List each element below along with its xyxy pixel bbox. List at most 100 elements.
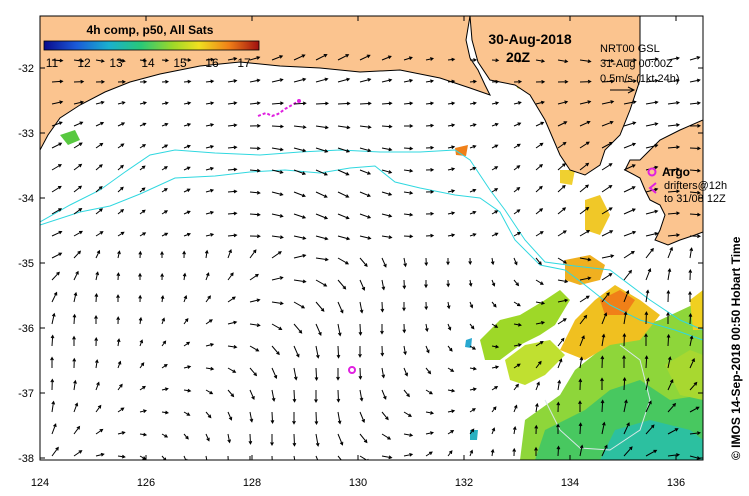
current-arrow (183, 341, 191, 347)
current-arrow (359, 169, 372, 175)
current-arrow (667, 56, 680, 61)
current-arrow (469, 58, 478, 62)
current-arrow (227, 233, 238, 238)
drifters-to-label: to 31/08 12Z (664, 193, 726, 205)
current-arrow (513, 257, 518, 266)
current-arrow (645, 449, 658, 457)
current-arrow (513, 209, 521, 215)
lon-label-124: 124 (31, 477, 49, 489)
current-arrow (161, 232, 169, 237)
current-arrow (358, 323, 363, 336)
current-arrow (403, 168, 414, 173)
current-arrow (447, 367, 455, 372)
current-arrow (249, 56, 261, 61)
current-arrow (271, 455, 273, 460)
current-arrow (469, 188, 477, 193)
current-arrow (271, 276, 284, 281)
current-arrow (623, 142, 637, 149)
imos-credit: © IMOS 14-Sep-2018 00:50 Hobart Time (729, 236, 743, 460)
current-arrow (645, 209, 659, 215)
current-arrow (249, 345, 260, 352)
current-arrow (556, 423, 560, 435)
current-arrow (204, 249, 209, 259)
current-arrow (249, 455, 251, 460)
current-arrow (293, 345, 300, 358)
current-arrow (51, 142, 63, 149)
current-arrow (359, 301, 364, 314)
current-arrow (293, 169, 307, 175)
current-arrow (205, 123, 215, 127)
current-arrow (447, 167, 456, 171)
current-arrow (579, 276, 592, 281)
current-arrow (689, 212, 702, 217)
current-arrow (161, 210, 169, 215)
current-arrow (469, 101, 477, 106)
current-arrow (557, 207, 567, 215)
current-arrow (600, 377, 604, 391)
current-arrow (491, 386, 499, 391)
current-arrow (667, 189, 681, 194)
current-arrow (139, 101, 148, 105)
current-arrow (227, 296, 236, 303)
argo-markers (257, 99, 356, 374)
current-arrow (403, 101, 414, 106)
current-arrow (667, 268, 672, 281)
cb-tick-14: 14 (141, 56, 155, 70)
current-arrow (227, 320, 238, 325)
current-arrow (183, 365, 192, 369)
current-arrow (689, 431, 701, 435)
current-arrow (95, 271, 100, 281)
current-arrow (117, 454, 126, 459)
current-arrow (139, 455, 147, 460)
current-arrow (139, 209, 146, 215)
current-arrow (227, 433, 232, 444)
current-arrow (557, 337, 565, 347)
current-arrow (512, 447, 517, 457)
current-arrow (73, 142, 83, 149)
current-arrow (117, 208, 125, 215)
current-arrow (249, 190, 261, 195)
sst-colorbar (43, 40, 260, 51)
current-arrow (72, 357, 77, 369)
current-arrow (95, 452, 105, 457)
current-arrow (205, 319, 213, 325)
current-arrow (425, 101, 435, 106)
current-arrow (51, 230, 63, 237)
lat-label-34: -34 (18, 193, 34, 205)
current-arrow (381, 433, 392, 440)
current-arrow (535, 320, 546, 325)
current-arrow (491, 79, 500, 84)
current-arrow (271, 235, 284, 240)
current-arrow (556, 401, 561, 413)
current-arrow (359, 213, 372, 219)
current-arrow (403, 56, 413, 61)
current-arrow (623, 164, 636, 171)
current-arrow (205, 188, 215, 193)
current-arrow (535, 301, 546, 305)
current-arrow (689, 146, 702, 151)
current-arrow (403, 433, 414, 437)
current-arrow (579, 59, 592, 64)
current-arrow (645, 78, 659, 83)
current-arrow (337, 213, 350, 220)
current-arrow (381, 101, 393, 106)
current-arrow (160, 272, 164, 281)
current-arrow (249, 323, 261, 327)
current-arrow (51, 121, 63, 127)
current-arrow (139, 58, 148, 63)
current-arrow (535, 279, 544, 285)
current-arrow (513, 279, 520, 287)
current-arrow (50, 334, 55, 347)
current-arrow (117, 79, 126, 84)
current-arrow (557, 100, 569, 105)
current-arrow (579, 356, 584, 369)
current-arrow (579, 100, 592, 105)
current-arrow (424, 279, 428, 289)
current-arrow (645, 57, 659, 62)
current-arrow (315, 125, 329, 130)
current-arrow (402, 279, 407, 290)
current-arrow (447, 323, 452, 331)
current-arrow (50, 356, 54, 369)
current-arrow (249, 212, 261, 217)
current-arrow (491, 427, 496, 435)
